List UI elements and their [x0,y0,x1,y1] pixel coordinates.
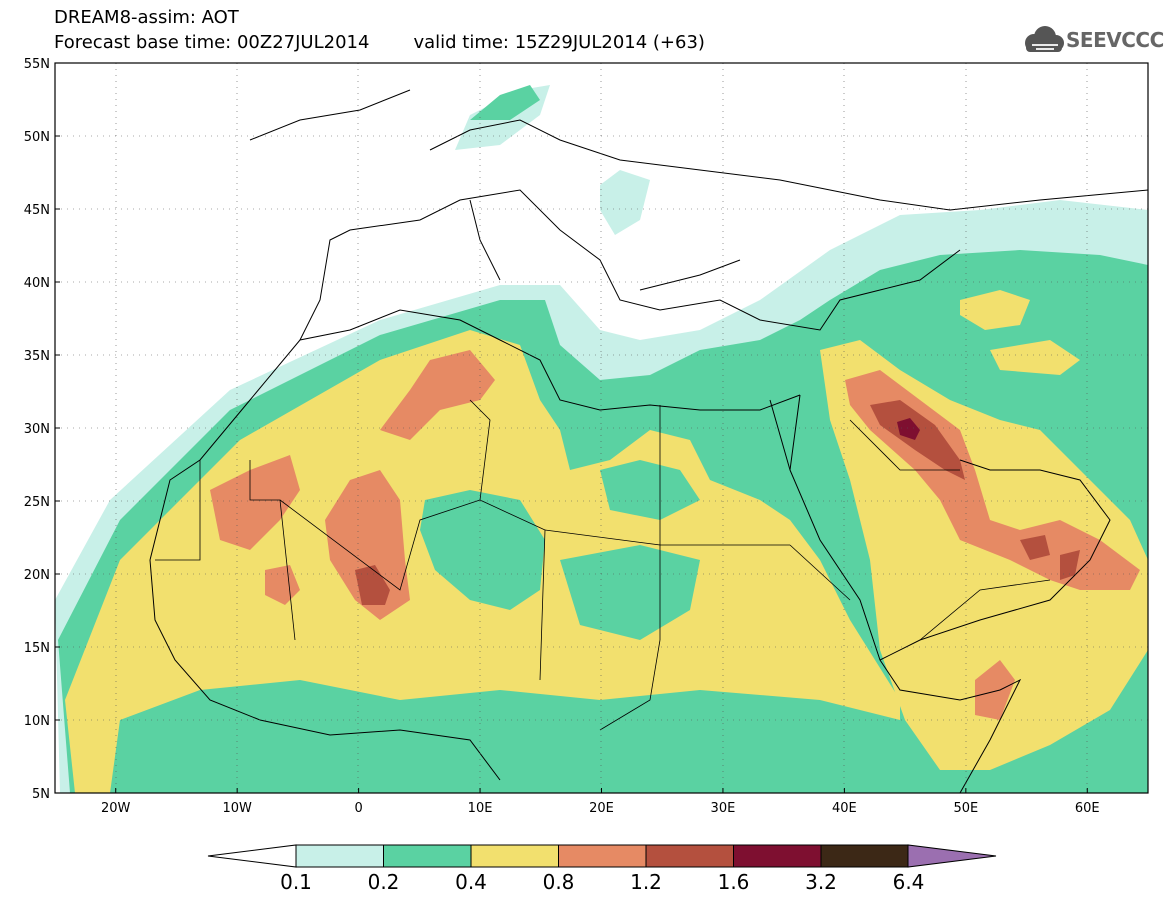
aot-band-0.4 [990,340,1080,375]
aot-band-0.8 [380,350,495,440]
lon-tick-label: 20W [101,801,131,816]
colorbar-level-label: 6.4 [892,870,925,894]
lat-tick-label: 10N [24,714,50,729]
aot-band-1.2 [355,565,390,605]
aot-band-0.1 [600,170,650,235]
colorbar-box [820,844,909,868]
graticule [55,63,1148,793]
lon-tick-label: 40E [832,801,857,816]
lat-tick-label: 45N [24,203,50,218]
base-time: Forecast base time: 00Z27JUL2014 [54,32,370,53]
lat-tick-label: 40N [24,276,50,291]
colorbar-box [470,844,559,868]
aot-band-0.2 [600,460,700,520]
aot-band-0.8 [265,565,300,605]
lon-tick-label: 10W [222,801,252,816]
colorbar-level-label: 1.6 [717,870,750,894]
map-subtitle: Forecast base time: 00Z27JUL2014 valid ti… [54,33,705,53]
lon-tick-label: 10E [468,801,493,816]
colorbar-over-arrow [907,844,997,868]
lon-tick-label: 60E [1075,801,1100,816]
colorbar-box [383,844,472,868]
lat-tick-label: 20N [24,568,50,583]
colorbar-box [558,844,647,868]
aot-band-0.8 [975,660,1015,720]
aot-band-0.2 [470,85,540,120]
colorbar-level-label: 1.2 [630,870,662,894]
colorbar-level-label: 0.8 [542,870,575,894]
aot-fields [55,85,1148,793]
aot-band-0.8 [210,455,300,550]
lat-tick-label: 50N [24,130,50,145]
map-title: DREAM8-assim: AOT [54,7,239,28]
logo-text: SEEVCCC [1066,28,1164,52]
lon-tick-label: 30E [711,801,736,816]
colorbar-box [733,844,822,868]
lon-tick-label: 20E [589,801,614,816]
colorbar-level-label: 0.2 [367,870,400,894]
cloud-icon [1025,26,1064,52]
aot-band-1.6 [897,418,920,440]
lon-tick-label: 50E [953,801,978,816]
colorbar [207,844,997,868]
lat-tick-label: 5N [32,787,50,802]
coastlines [149,89,1148,793]
aot-band-0.2 [110,680,900,793]
lat-tick-label: 30N [24,422,50,437]
lon-ticks: 20W 10W 0 10E 20E 30E 40E 50E 60E [101,788,1100,816]
valid-time: valid time: 15Z29JUL2014 (+63) [413,32,705,53]
borders [155,399,1051,731]
aot-band-1.2 [1060,550,1080,580]
aot-band-0.8 [325,470,410,620]
aot-band-1.2 [870,400,965,480]
lon-tick-label: 0 [354,801,362,816]
colorbar-level-label: 3.2 [805,870,837,894]
aot-band-0.2 [560,545,700,640]
aot-band-1.2 [1020,535,1050,560]
lat-tick-label: 55N [24,57,50,72]
colorbar-under-arrow [207,844,297,868]
colorbar-box [295,844,384,868]
lat-tick-label: 35N [24,349,50,364]
lat-tick-label: 25N [24,495,50,510]
colorbar-level-label: 0.4 [455,870,487,894]
colorbar-level-label: 0.1 [280,870,312,894]
colorbar-box [645,844,734,868]
lat-ticks: 5N 10N 15N 20N 25N 30N 35N 40N 45N 50N 55N [24,57,60,802]
aot-band-0.2 [420,490,545,610]
lat-tick-label: 15N [24,641,50,656]
aot-band-0.4 [960,290,1030,330]
